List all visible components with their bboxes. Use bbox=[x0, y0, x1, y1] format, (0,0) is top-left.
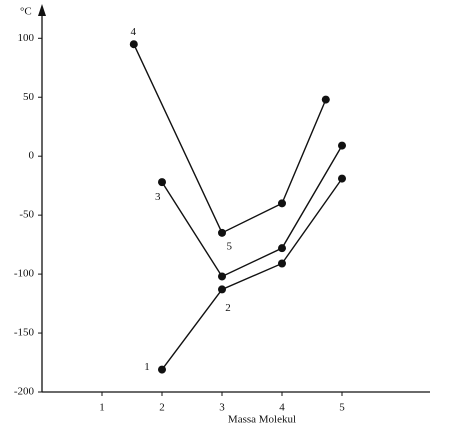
annotation: 4 bbox=[130, 26, 136, 38]
x-tick-label: 5 bbox=[339, 402, 345, 414]
x-axis-label: Massa Molekul bbox=[228, 414, 296, 426]
series-line bbox=[161, 145, 343, 278]
y-tick-label: -150 bbox=[14, 327, 35, 339]
y-axis-label: °C bbox=[20, 6, 32, 18]
y-tick-label: 50 bbox=[23, 91, 35, 103]
data-point bbox=[218, 228, 226, 237]
data-point bbox=[218, 285, 226, 294]
x-tick-label: 1 bbox=[99, 402, 105, 414]
y-tick-label: -200 bbox=[14, 386, 35, 398]
series-line bbox=[161, 178, 343, 371]
data-point bbox=[218, 272, 226, 281]
x-tick-label: 2 bbox=[159, 402, 165, 414]
data-point bbox=[278, 199, 286, 208]
annotation: 5 bbox=[226, 241, 232, 253]
data-point bbox=[129, 40, 138, 49]
data-point bbox=[338, 141, 346, 150]
data-point bbox=[158, 365, 166, 374]
y-axis-arrow bbox=[38, 4, 46, 16]
annotation: 1 bbox=[144, 361, 150, 373]
data-point bbox=[278, 244, 286, 253]
y-tick-label: 0 bbox=[29, 150, 35, 162]
y-tick-label: 100 bbox=[18, 32, 35, 44]
annotation: 2 bbox=[225, 302, 231, 314]
x-tick-label: 4 bbox=[279, 402, 285, 414]
x-tick-label: 3 bbox=[219, 402, 225, 414]
series-line bbox=[133, 43, 327, 234]
y-tick-label: -100 bbox=[14, 268, 35, 280]
data-point bbox=[338, 174, 346, 183]
data-point bbox=[278, 259, 286, 268]
annotation: 3 bbox=[155, 191, 161, 203]
data-point bbox=[158, 178, 166, 187]
y-tick-label: -50 bbox=[19, 209, 34, 221]
data-point bbox=[321, 95, 330, 104]
